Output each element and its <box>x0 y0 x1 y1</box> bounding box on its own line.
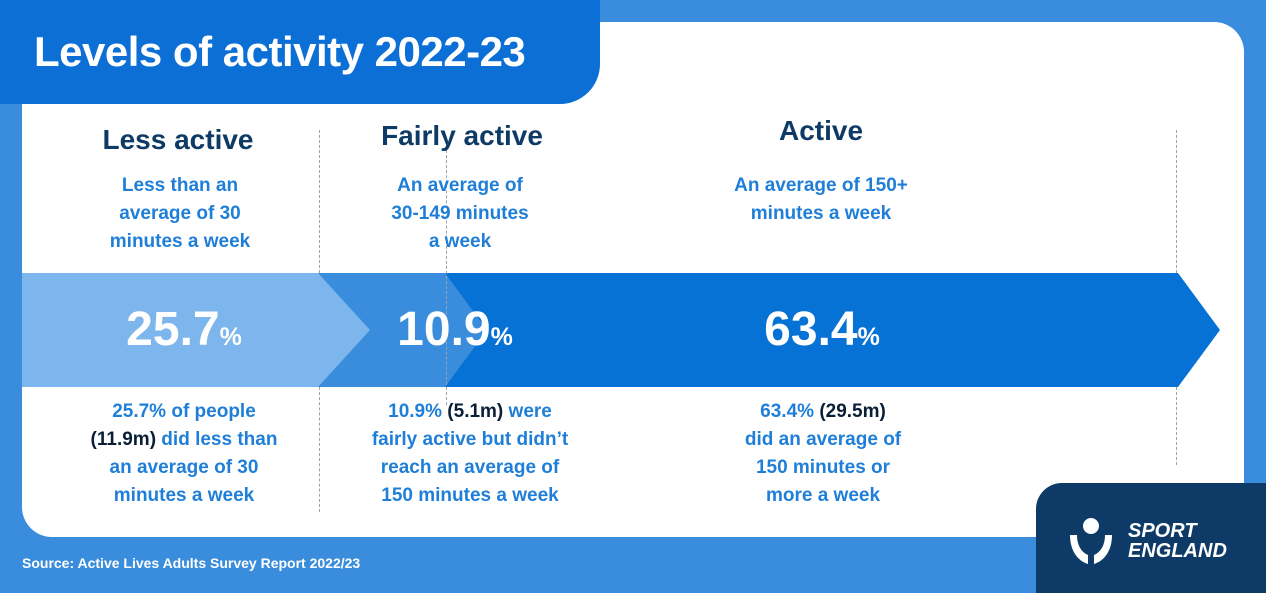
note-text: 25.7% of people <box>112 401 256 422</box>
desc-line: minutes a week <box>750 203 892 224</box>
note-text: minutes a week <box>113 485 255 506</box>
band-active <box>445 273 1220 387</box>
band-fairly-active <box>318 273 487 387</box>
divider-3-top <box>1176 130 1177 273</box>
value-number: 25.7 <box>126 303 220 356</box>
logo-line-2: ENGLAND <box>1128 540 1227 562</box>
logo-line-1: SPORT <box>1128 520 1197 542</box>
sport-england-logo-icon <box>1070 518 1112 564</box>
band-less-active <box>22 273 370 387</box>
note-line: 150 minutes or <box>683 454 963 482</box>
desc-line: average of 30 <box>119 203 241 224</box>
percent-sign: % <box>219 323 242 351</box>
source-caption: Source: Active Lives Adults Survey Repor… <box>22 555 361 571</box>
sport-england-logo: SPORT ENGLAND <box>1036 483 1266 593</box>
divider-2 <box>446 150 447 405</box>
note-text: 63.4% <box>760 401 820 422</box>
note-highlight: (5.1m) <box>447 401 504 422</box>
desc-line: Less than an <box>121 175 239 196</box>
note-highlight: (11.9m) <box>90 429 157 450</box>
desc-line: An average of 150+ <box>734 175 908 196</box>
divider-3-bottom <box>1176 387 1177 465</box>
category-title-less-active: Less active <box>102 124 254 155</box>
value-number: 10.9 <box>397 303 491 356</box>
category-title-fairly-active: Fairly active <box>381 120 543 151</box>
note-line: an average of 30 <box>44 454 324 482</box>
note-text: 150 minutes a week <box>381 485 559 506</box>
title-tab: Levels of activity 2022-23 <box>0 0 600 104</box>
note-line: 10.9% (5.1m) were <box>320 398 620 426</box>
category-description-less-active: Less than an average of 30 minutes a wee… <box>50 172 310 256</box>
note-active: 63.4% (29.5m) did an average of 150 minute… <box>683 398 963 510</box>
page-title: Levels of activity 2022-23 <box>34 28 526 75</box>
note-line: (11.9m) did less than <box>44 426 324 454</box>
logo-wordmark: SPORT ENGLAND <box>1128 521 1227 561</box>
value-label-fairly-active: 10.9% <box>397 302 513 357</box>
percent-sign: % <box>490 323 513 351</box>
note-text: were <box>503 401 552 422</box>
category-title-active: Active <box>778 115 864 146</box>
note-line: more a week <box>683 482 963 510</box>
note-line: did an average of <box>683 426 963 454</box>
desc-line: 30-149 minutes <box>391 203 529 224</box>
note-line: reach an average of <box>320 454 620 482</box>
note-line: fairly active but didn’t <box>320 426 620 454</box>
desc-line: minutes a week <box>109 231 251 252</box>
category-description-active: An average of 150+ minutes a week <box>671 172 971 228</box>
category-description-fairly-active: An average of 30-149 minutes a week <box>330 172 590 256</box>
note-text: fairly active but didn’t <box>371 429 569 450</box>
note-line: 63.4% (29.5m) <box>683 398 963 426</box>
note-text: an average of 30 <box>109 457 259 478</box>
note-line: 150 minutes a week <box>320 482 620 510</box>
desc-line: An average of <box>397 175 523 196</box>
note-text: did less than <box>156 429 278 450</box>
note-text: more a week <box>765 485 881 506</box>
note-text: 150 minutes or <box>755 457 891 478</box>
note-text: did an average of <box>744 429 902 450</box>
desc-line: a week <box>428 231 492 252</box>
percent-sign: % <box>857 323 880 351</box>
note-fairly-active: 10.9% (5.1m) were fairly active but didn’… <box>320 398 620 510</box>
value-label-active: 63.4% <box>764 302 880 357</box>
divider-1-bottom <box>319 387 320 512</box>
note-line: minutes a week <box>44 482 324 510</box>
note-highlight: (29.5m) <box>819 401 886 422</box>
note-line: 25.7% of people <box>44 398 324 426</box>
note-less-active: 25.7% of people (11.9m) did less than an a… <box>44 398 324 510</box>
value-label-less-active: 25.7% <box>126 302 242 357</box>
value-number: 63.4 <box>764 303 858 356</box>
note-text: 10.9% <box>388 401 448 422</box>
divider-1-top <box>319 130 320 273</box>
note-text: reach an average of <box>380 457 560 478</box>
